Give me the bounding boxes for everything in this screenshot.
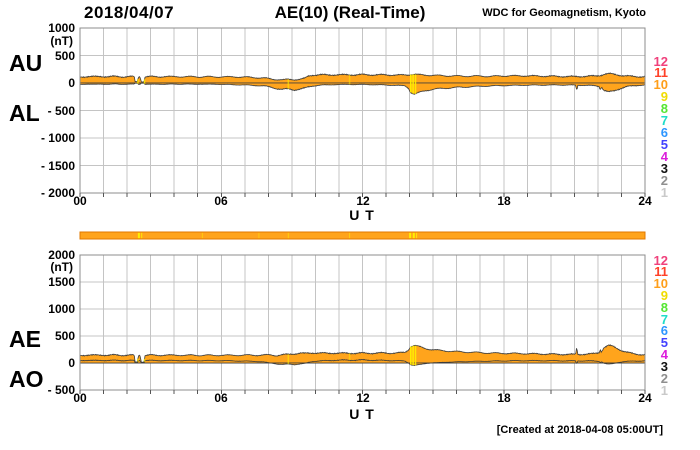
legend-station-number: 4 — [660, 148, 668, 164]
y-tick-label: 1000 — [48, 302, 75, 316]
x-tick-label: 06 — [214, 391, 228, 405]
y-tick-label: - 500 — [47, 104, 75, 118]
y-tick-label: 500 — [54, 329, 75, 343]
legend-station-number: 6 — [660, 125, 668, 140]
x-tick-label: 06 — [214, 194, 228, 208]
created-timestamp: [Created at 2018-04-08 05:00UT] — [496, 424, 663, 436]
x-tick-label: 12 — [356, 391, 370, 405]
y-tick-label: - 500 — [47, 383, 75, 397]
plot-title: AE(10) (Real-Time) — [274, 3, 426, 22]
y-tick-label: 0 — [68, 356, 75, 370]
side-label-ao: AO — [9, 366, 44, 392]
legend-station-number: 11 — [654, 264, 668, 280]
unit-label-top: (nT) — [50, 34, 73, 48]
side-label-ae: AE — [9, 326, 41, 352]
legend-station-number: 3 — [660, 358, 668, 374]
x-tick-label: 12 — [356, 194, 370, 208]
legend-station-number: 5 — [660, 335, 668, 351]
legend-station-number: 5 — [660, 136, 668, 152]
legend-station-number: 10 — [653, 276, 668, 292]
legend-station-number: 10 — [653, 77, 668, 93]
y-tick-label: 2000 — [48, 248, 75, 262]
legend-station-number: 1 — [660, 382, 668, 398]
x-tick-label: 00 — [73, 391, 87, 405]
legend-station-number: 8 — [660, 299, 668, 315]
unit-label-bottom: (nT) — [50, 260, 73, 274]
x-tick-label: 24 — [638, 391, 652, 405]
y-tick-label: 500 — [54, 49, 75, 63]
y-tick-label: - 1000 — [40, 131, 75, 145]
legend-station-number: 2 — [660, 172, 668, 188]
legend-station-number: 4 — [660, 347, 668, 363]
y-tick-label: 1000 — [48, 21, 75, 35]
legend-station-number: 9 — [660, 288, 668, 303]
y-tick-label: - 2000 — [40, 186, 75, 200]
legend-station-number: 8 — [660, 101, 668, 117]
x-tick-label: 24 — [638, 194, 652, 208]
legend-station-number: 7 — [660, 311, 668, 327]
side-label-al: AL — [9, 100, 40, 126]
legend-station-number: 12 — [653, 252, 668, 268]
side-label-au: AU — [9, 50, 43, 76]
x-tick-label: 18 — [497, 391, 511, 405]
plot-date: 2018/04/07 — [84, 3, 175, 22]
legend-station-number: 7 — [660, 113, 668, 128]
legend-station-number: 1 — [660, 184, 668, 200]
legend-station-number: 2 — [660, 370, 668, 386]
legend-station-number: 12 — [653, 53, 668, 69]
y-tick-label: 0 — [68, 76, 75, 90]
x-tick-label: 00 — [73, 194, 87, 208]
legend-station-number: 6 — [660, 323, 668, 339]
plot-source: WDC for Geomagnetism, Kyoto — [482, 7, 646, 19]
legend-station-number: 11 — [654, 65, 668, 81]
legend-station-number: 9 — [660, 89, 668, 105]
x-tick-label: 18 — [497, 194, 511, 208]
xaxis-title-top: U T — [349, 207, 375, 223]
xaxis-title-bottom: U T — [349, 406, 375, 422]
legend-station-number: 3 — [660, 160, 668, 176]
y-tick-label: - 1500 — [40, 159, 75, 173]
y-tick-label: 1500 — [48, 275, 75, 289]
